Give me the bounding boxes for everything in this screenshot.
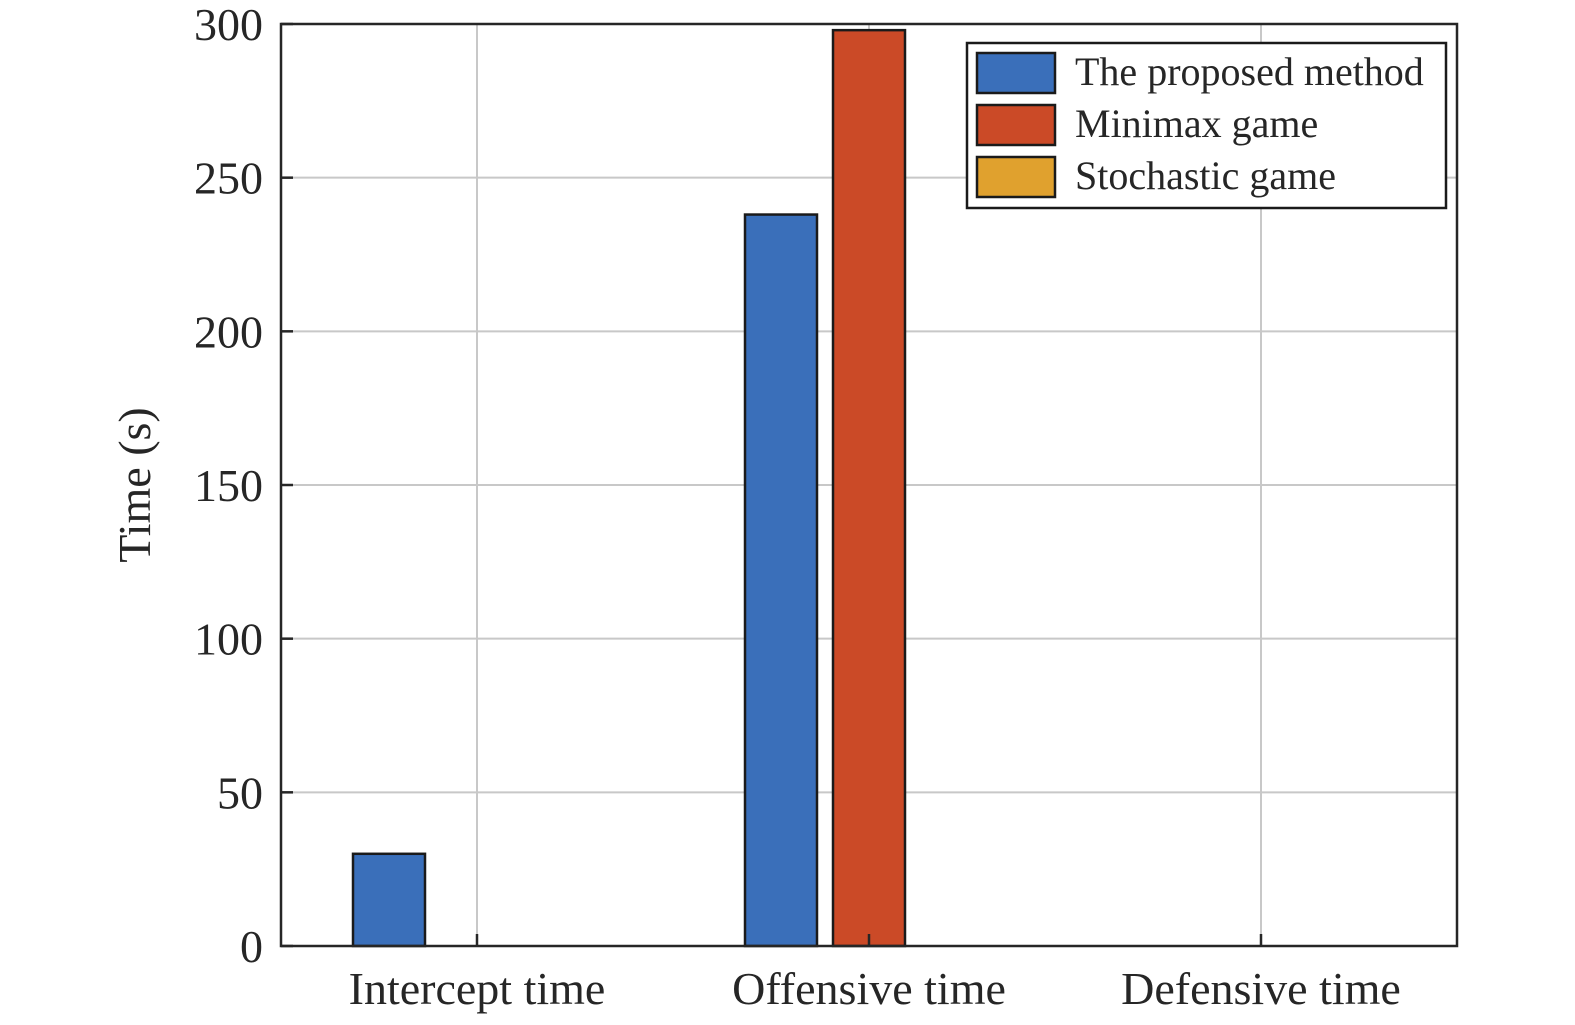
bars xyxy=(351,28,907,948)
axis-ticks: 0 50 100 150 200 250 300 Intercept time Offensiv… xyxy=(194,0,1401,1014)
y-axis-label: Time (s) xyxy=(109,407,160,563)
x-tick-label: Defensive time xyxy=(1121,963,1401,1014)
x-tick-label: Intercept time xyxy=(349,963,606,1014)
legend-swatch xyxy=(975,51,1057,95)
legend-swatch xyxy=(975,155,1057,199)
y-tick-label: 50 xyxy=(217,767,263,818)
legend-swatch xyxy=(975,103,1057,147)
y-tick-label: 250 xyxy=(194,153,263,204)
x-tick-label: Offensive time xyxy=(732,963,1006,1014)
bar-the-proposed-method-intercept-time xyxy=(351,852,427,948)
legend-label: Minimax game xyxy=(1075,101,1318,146)
y-tick-label: 100 xyxy=(194,614,263,665)
legend: The proposed method Minimax game Stochasti… xyxy=(965,41,1448,210)
y-tick-label: 300 xyxy=(194,0,263,50)
y-tick-label: 150 xyxy=(194,460,263,511)
y-tick-label: 200 xyxy=(194,306,263,357)
bar-minimax-game-offensive-time xyxy=(831,28,907,948)
y-tick-label: 0 xyxy=(240,921,263,972)
bar-the-proposed-method-offensive-time xyxy=(743,213,819,948)
legend-label: The proposed method xyxy=(1075,49,1424,94)
legend-label: Stochastic game xyxy=(1075,153,1336,198)
